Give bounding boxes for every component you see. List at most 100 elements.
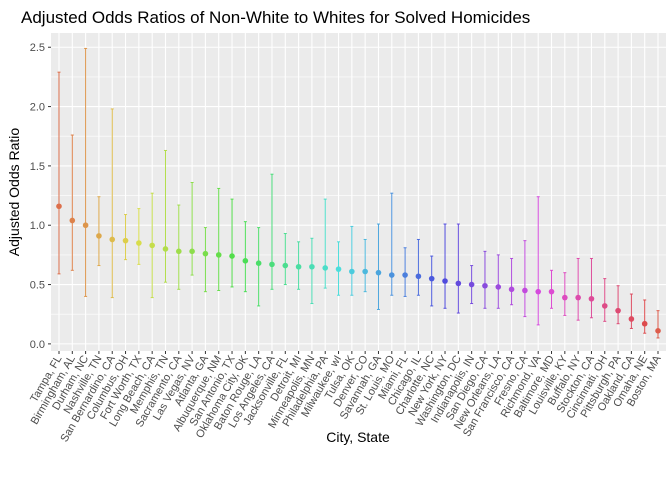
data-point: [548, 288, 555, 295]
datum-baltimore-md: [548, 269, 555, 309]
data-point: [655, 328, 661, 334]
datum-baton-rouge-la: [255, 227, 262, 307]
data-point: [56, 203, 62, 210]
plot-panel: [51, 33, 666, 351]
data-point: [269, 261, 275, 268]
datum-memphis-tn: [162, 149, 169, 283]
data-point: [242, 258, 249, 264]
data-point: [82, 222, 89, 229]
datum-tampa-fl: [56, 71, 62, 275]
data-point: [522, 287, 528, 294]
datum-jacksonville-fl: [282, 233, 289, 286]
y-tick-label: 2.5: [30, 42, 45, 54]
datum-minneapolis-mn: [309, 237, 315, 305]
datum-new-orleans-la: [495, 254, 502, 309]
datum-atlanta-ga: [202, 227, 209, 293]
data-point: [229, 253, 235, 259]
data-point: [322, 265, 329, 271]
datum-san-francisco-ca: [508, 257, 515, 306]
datum-charlotte-nc: [428, 255, 435, 307]
datum-omaha-ne: [641, 299, 648, 334]
datum-sacramento-ca: [175, 204, 182, 290]
data-point: [189, 248, 195, 255]
y-tick-label: 1.0: [30, 220, 45, 232]
y-tick-label: 0.5: [30, 280, 45, 292]
data-point: [295, 263, 302, 270]
datum-richmond-va: [535, 196, 542, 326]
datum-tulsa-ok: [349, 225, 355, 296]
data-point: [69, 217, 76, 224]
datum-detroit-mi: [295, 241, 302, 290]
datum-washington-dc: [455, 223, 462, 314]
datum-buffalo-ny: [575, 257, 581, 321]
y-tick-label: 1.5: [30, 161, 45, 173]
data-point: [96, 233, 102, 239]
datum-san-bernardino-ca: [109, 108, 116, 299]
datum-albuquerque-nm: [215, 187, 222, 291]
data-point: [482, 282, 488, 289]
datum-st-louis-mo: [388, 192, 395, 296]
data-point: [215, 252, 222, 258]
data-point: [362, 268, 368, 275]
data-point: [388, 272, 395, 278]
data-point: [282, 262, 289, 269]
data-point: [601, 303, 608, 309]
datum-columbus-oh: [122, 214, 129, 261]
data-point: [615, 307, 621, 314]
data-point: [162, 246, 169, 252]
datum-fresno-ca: [522, 240, 528, 318]
datum-long-beach-ca: [149, 192, 155, 299]
data-point: [149, 242, 155, 249]
data-point: [455, 280, 462, 287]
datum-los-angeles-ca: [269, 173, 275, 290]
chart-title: Adjusted Odds Ratios of Non-White to Whi…: [21, 8, 530, 27]
datum-pittsburgh-pa: [615, 285, 621, 325]
data-point: [335, 266, 342, 272]
data-point: [375, 269, 382, 276]
data-point: [349, 268, 355, 275]
y-tick-label: 0.0: [30, 339, 45, 351]
datum-milwaukee-wi: [335, 241, 342, 296]
datum-new-york-ny: [442, 223, 448, 309]
datum-miami-fl: [402, 247, 408, 297]
datum-denver-co: [362, 238, 368, 293]
data-point: [575, 294, 581, 301]
datum-savannah-ga: [375, 223, 382, 310]
datum-oakland-ca: [628, 293, 635, 329]
data-point: [122, 237, 129, 244]
data-point: [442, 278, 448, 284]
x-axis-title: City, State: [326, 429, 390, 445]
datum-boston-ma: [655, 310, 661, 339]
datum-chicago-il: [415, 238, 422, 296]
data-point: [109, 236, 116, 243]
datum-louisville-ky: [562, 272, 568, 316]
data-point: [641, 320, 648, 327]
data-marks: [56, 47, 661, 339]
data-point: [415, 273, 422, 280]
datum-las-vegas-nv: [189, 182, 195, 276]
data-point: [402, 272, 408, 278]
data-point: [202, 250, 209, 257]
data-point: [535, 288, 542, 295]
datum-birmingham-al: [69, 134, 76, 271]
datum-nashville-tn: [96, 196, 102, 267]
datum-fort-worth-tx: [136, 208, 142, 265]
datum-san-antonio-tx: [229, 198, 235, 288]
data-point: [136, 240, 142, 246]
data-point: [255, 260, 262, 266]
data-point: [628, 316, 635, 322]
datum-philadelphia-pa: [322, 198, 329, 289]
data-point: [588, 295, 595, 302]
data-point: [495, 284, 502, 290]
datum-stockton-ca: [588, 257, 595, 319]
datum-oklahoma-city-ok: [242, 221, 249, 293]
data-point: [468, 281, 475, 288]
y-tick-label: 2.0: [30, 102, 45, 114]
data-point: [175, 248, 182, 255]
datum-durham-nc: [82, 47, 89, 297]
y-axis: 0.0 0.5 1.0 1.5 2.0 2.5: [30, 42, 51, 351]
data-point: [562, 294, 568, 301]
data-point: [508, 286, 515, 293]
data-point: [428, 275, 435, 282]
